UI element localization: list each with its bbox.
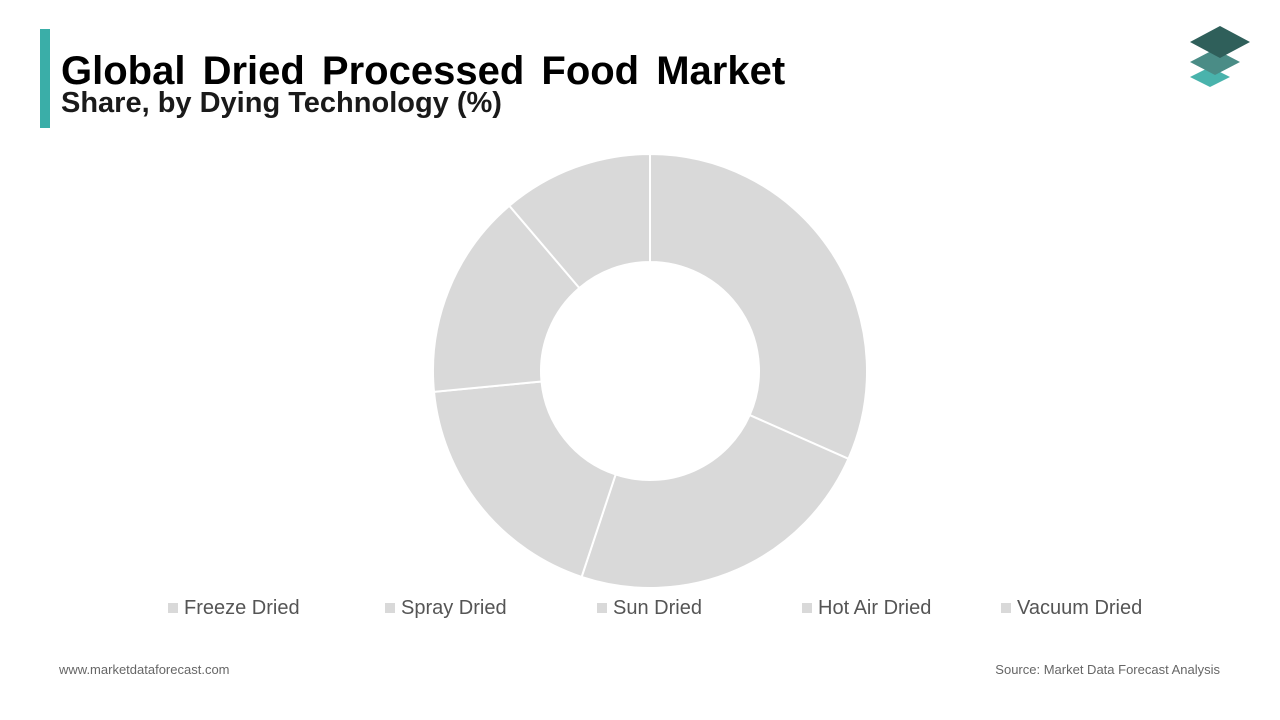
legend-swatch — [168, 603, 178, 613]
stacked-layers-icon — [1190, 26, 1250, 87]
donut-slice-freeze-dried — [649, 152, 868, 461]
legend-swatch — [385, 603, 395, 613]
donut-slice-sun-dried — [432, 380, 617, 579]
legend-label: Sun Dried — [613, 596, 702, 619]
chart-subtitle: Share, by Dying Technology (%) — [61, 87, 502, 119]
donut-slice-vacuum-dried — [507, 152, 651, 290]
legend-label: Vacuum Dried — [1017, 596, 1143, 619]
legend-label: Freeze Dried — [184, 596, 300, 619]
legend-item: Vacuum Dried — [1001, 594, 1142, 622]
donut-slice-spray-dried — [580, 413, 850, 589]
legend-item: Spray Dried — [385, 594, 507, 622]
logo-layer-top — [1190, 26, 1250, 58]
chart-legend: Freeze Dried Spray Dried Sun Dried Hot Air … — [0, 594, 1280, 622]
legend-swatch — [802, 603, 812, 613]
accent-bar — [40, 29, 50, 128]
donut-slice-hot-air-dried — [432, 204, 581, 393]
website-url: www.marketdataforecast.com — [59, 662, 230, 677]
legend-swatch — [597, 603, 607, 613]
legend-item: Sun Dried — [597, 594, 702, 622]
logo-layer-middle — [1190, 49, 1240, 75]
legend-item: Freeze Dried — [168, 594, 300, 622]
legend-item: Hot Air Dried — [802, 594, 931, 622]
legend-label: Hot Air Dried — [818, 596, 932, 619]
chart-title: Global Dried Processed Food Market — [61, 49, 786, 93]
source-note: Source: Market Data Forecast Analysis — [995, 662, 1220, 677]
legend-swatch — [1001, 603, 1011, 613]
legend-label: Spray Dried — [401, 596, 507, 619]
donut-chart — [432, 152, 868, 589]
